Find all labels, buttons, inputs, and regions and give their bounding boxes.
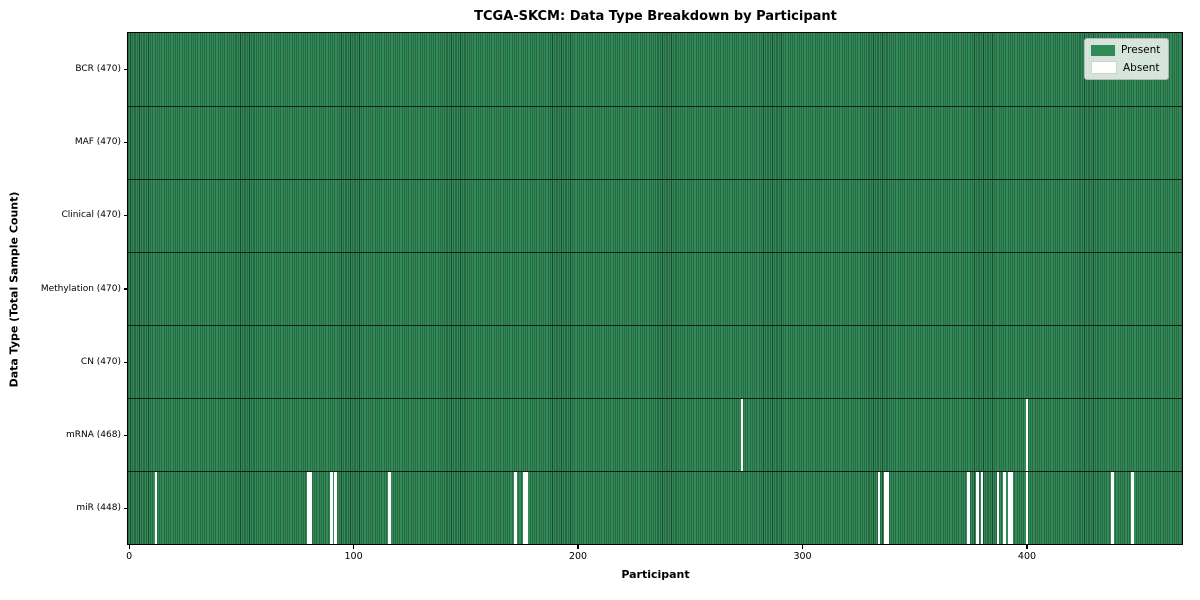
legend-label-absent: Absent	[1123, 61, 1160, 74]
absent-cell-miR-447	[1131, 471, 1134, 545]
y-tick-label-mRNA: mRNA (468)	[66, 429, 121, 440]
x-tick-label-300: 300	[793, 551, 812, 562]
present-swatch	[1091, 44, 1115, 56]
absent-cell-miR-337	[884, 471, 887, 545]
legend-entry-absent: Absent	[1091, 61, 1160, 74]
absent-cell-miR-116	[388, 471, 391, 545]
heatmap-row-Clinical	[128, 179, 1183, 253]
y-tick-mark	[124, 361, 128, 363]
absent-cell-mRNA-400	[1025, 398, 1029, 472]
absent-cell-miR-12	[154, 471, 158, 545]
y-tick-mark	[124, 507, 128, 510]
absent-cell-miR-90	[329, 471, 333, 545]
absent-cell-miR-380	[980, 471, 984, 545]
y-tick-label-Clinical: Clinical (470)	[61, 210, 121, 221]
x-tick-label-100: 100	[344, 551, 363, 562]
absent-cell-miR-92	[334, 471, 337, 545]
absent-cell-miR-392	[1007, 471, 1011, 545]
heatmap-row-MAF	[128, 106, 1183, 180]
x-tick-mark	[352, 545, 355, 549]
absent-cell-mRNA-273	[740, 398, 744, 472]
absent-cell-miR-176	[522, 471, 526, 545]
y-tick-mark	[124, 142, 128, 144]
x-tick-mark	[801, 545, 804, 549]
absent-cell-miR-378	[976, 471, 979, 545]
absent-cell-miR-172	[513, 471, 517, 545]
absent-cell-miR-390	[1003, 471, 1006, 545]
x-tick-mark	[1026, 545, 1028, 549]
heatmap-row-BCR	[128, 33, 1183, 107]
absent-cell-miR-400	[1025, 471, 1029, 545]
heatmap-plot-area	[128, 33, 1183, 545]
y-tick-label-MAF: MAF (470)	[74, 137, 121, 148]
row-separator	[128, 251, 1183, 254]
y-tick-label-CN: CN (470)	[80, 356, 121, 367]
y-tick-mark	[124, 288, 128, 290]
x-axis-label: Participant	[621, 568, 690, 581]
heatmap-row-Methylation	[128, 252, 1183, 326]
row-separator	[128, 178, 1183, 180]
x-tick-label-200: 200	[568, 551, 588, 562]
row-separator	[128, 471, 1183, 473]
absent-cell-miR-438	[1111, 471, 1114, 545]
legend-entry-present: Present	[1091, 44, 1160, 56]
row-separator	[128, 105, 1183, 107]
y-tick-label-BCR: BCR (470)	[75, 64, 121, 75]
legend: Present Absent	[1084, 38, 1170, 80]
row-separator	[128, 324, 1183, 327]
absent-swatch	[1091, 61, 1117, 74]
heatmap-row-miR	[128, 471, 1183, 545]
row-separator	[128, 398, 1183, 400]
chart-title: TCGA-SKCM: Data Type Breakdown by Partic…	[474, 9, 837, 24]
absent-cell-miR-393	[1010, 471, 1013, 545]
y-tick-label-Methylation: Methylation (470)	[40, 283, 121, 294]
absent-cell-miR-80	[307, 471, 311, 545]
absent-cell-miR-334	[877, 471, 881, 545]
absent-cell-miR-387	[996, 471, 1000, 545]
absent-cell-miR-338	[886, 471, 890, 545]
y-tick-label-miR: miR (448)	[76, 502, 121, 513]
absent-cell-miR-374	[967, 471, 970, 545]
heatmap-row-mRNA	[128, 398, 1183, 472]
absent-cell-miR-81	[309, 471, 313, 545]
legend-label-present: Present	[1121, 44, 1161, 56]
y-tick-mark	[124, 68, 128, 71]
absent-cell-miR-177	[525, 471, 528, 545]
heatmap-row-CN	[128, 325, 1183, 399]
x-tick-label-0: 0	[126, 551, 133, 562]
y-tick-mark	[124, 215, 128, 217]
y-tick-mark	[124, 434, 128, 436]
x-tick-mark	[128, 545, 130, 549]
x-tick-label-400: 400	[1017, 551, 1037, 562]
x-tick-mark	[577, 545, 579, 549]
